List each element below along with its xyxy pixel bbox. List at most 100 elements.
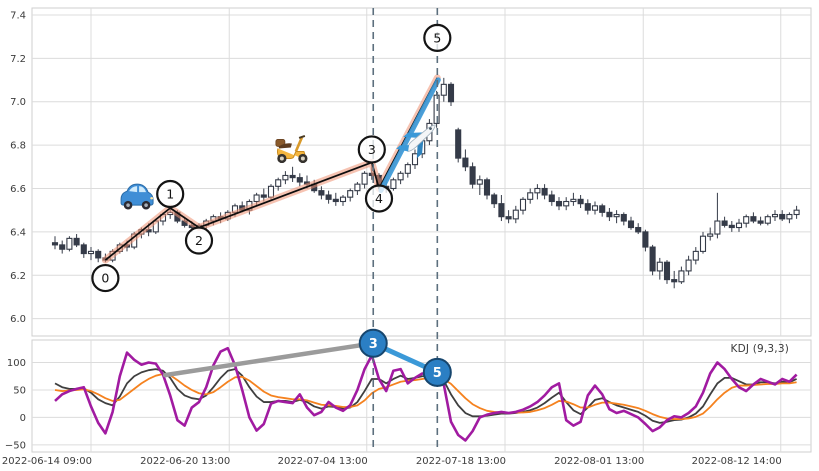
candlestick-bar [563,200,570,207]
kdj-ytick-label: 50 [13,385,26,396]
price-ytick-label: 6.2 [10,271,26,282]
candlestick-bar [275,179,282,187]
candlestick-bar [512,209,519,220]
candlestick-bar [548,194,555,203]
candlestick-bar [541,187,548,196]
candlestick-bar [505,216,512,220]
candlestick-bar [771,213,779,218]
scooter-wheel-hub [300,156,305,161]
pivot-circle-0: 0 [91,263,120,293]
scooter-wheel-hub [279,156,284,161]
x-tick-label: 2022-08-01 13:00 [554,456,644,467]
kdj-legend-label: KDJ (9,3,3) [730,343,789,355]
pivot-circle-2: 2 [184,226,214,255]
plane-tail-fin [396,145,410,152]
axis-labels: 7.47.27.06.86.66.46.26.0100500−502022-06… [2,10,782,467]
candlestick-bar [735,222,743,229]
pivot-circle-shape [357,135,386,164]
candlestick-bar [599,205,606,213]
candlestick-bar [656,261,663,272]
pivot-number: 4 [375,191,383,206]
candlestick-bar [613,213,620,218]
candlestick-bar [397,172,404,181]
candlestick-bar [66,237,73,250]
car-window-front [139,186,147,193]
candlestick-bar [469,166,476,185]
candlestick-bar [462,157,469,168]
x-tick-label: 2022-06-14 09:00 [2,456,92,467]
candlestick-bar [87,250,95,255]
candlestick-bar [491,194,498,205]
candlestick-bar [498,203,505,218]
kdj-marker-number: 5 [433,366,442,381]
price-panel-frame [31,7,812,337]
kdj-marker-circle-3: 3 [358,328,388,358]
pivot-circle-shape [91,263,120,293]
candlestick-bar [692,250,699,261]
candlestick-bar [678,270,685,283]
price-ytick-label: 7.4 [10,10,26,21]
candlestick-bar [267,185,275,198]
kdj-marker-circle-shape [422,357,452,387]
pivot-circle-shape [423,23,452,52]
candlestick-bar [440,83,447,96]
pivot-circle-5: 5 [423,23,452,52]
candlestick-bar [455,129,462,159]
candlestick-bar [728,224,735,229]
candlestick-bar [527,192,534,200]
candlestick-bar [411,153,419,166]
car-headlight [150,197,154,200]
kdj-ytick-label: 100 [7,358,26,369]
car-wheel-hub [126,203,130,207]
candlestick-bar [59,244,66,250]
car-body [120,183,154,206]
candlestick-bar [253,194,260,203]
price-ytick-label: 7.2 [10,54,26,65]
kdj-marker-circle-5: 5 [422,357,452,387]
candlestick-bar [73,237,80,246]
pivot-number: 0 [101,271,109,286]
candlestick-bar [339,196,347,203]
airplane-emoji [396,124,436,159]
pivot-circle-3: 3 [357,135,386,164]
candlestick-bar [721,220,728,226]
kdj-marker-circle-shape [358,328,388,358]
candlestick-bar [483,179,491,196]
candlestick-bar [635,226,642,233]
candlestick-bar [627,220,635,229]
price-ytick-label: 6.6 [10,184,26,195]
pivot-number: 5 [433,30,441,45]
candlestick-bar [606,211,613,218]
pivot-number: 2 [195,233,203,248]
candlestick-bar [714,220,721,235]
kdj-ytick-label: −50 [5,440,26,451]
pivot-circle-shape [156,179,185,209]
candlestick-bar [786,213,793,220]
candlestick-bar [390,179,397,190]
candlestick-bar [743,216,750,224]
candlestick-bar [750,216,757,222]
candlestick-bar [584,203,591,211]
candlestick-bar [289,174,296,179]
candlestick-bar [325,194,332,200]
candlestick-bar [707,233,714,237]
candlestick-bar [51,242,59,246]
plane-cockpit-window [429,127,432,130]
candlestick-bar [476,179,483,185]
x-tick-label: 2022-06-20 13:00 [140,456,230,467]
candlestick-bar [577,198,584,205]
candlestick-bar [699,235,707,252]
price-ytick-label: 6.4 [10,227,26,238]
candlestick-bar [282,174,289,181]
x-tick-label: 2022-07-18 13:00 [416,456,506,467]
kdj-panel-frame [31,339,812,453]
candlestick-bar [296,177,303,183]
candlestick-bar [649,246,656,272]
candlestick-bar [663,261,671,281]
candlestick-bar [354,183,361,192]
price-ytick-label: 6.0 [10,314,26,325]
pivot-number: 3 [368,142,376,157]
candlestick-bar [591,205,599,211]
